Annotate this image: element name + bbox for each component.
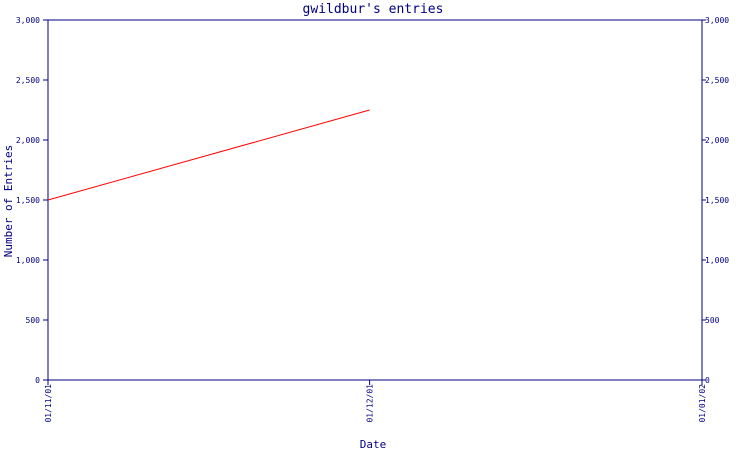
chart-title: gwildbur's entries xyxy=(303,2,444,17)
x-tick-label: 01/01/02 xyxy=(698,384,707,423)
x-axis-label: Date xyxy=(360,438,387,450)
y-tick-label-left: 1,500 xyxy=(16,196,40,205)
y-tick-label-right: 1,000 xyxy=(705,256,729,265)
x-axis: 01/11/01 01/12/01 01/01/02 xyxy=(44,380,707,423)
y-tick-label-left: 2,000 xyxy=(16,136,40,145)
y-tick-label-right: 3,000 xyxy=(705,16,729,25)
series-line xyxy=(47,109,370,201)
plot-area xyxy=(47,19,703,381)
y-tick-label-right: 2,500 xyxy=(705,76,729,85)
y-tick-label-right: 2,000 xyxy=(705,136,729,145)
series-group xyxy=(47,109,370,201)
y-tick-label-left: 0 xyxy=(35,376,40,385)
y-tick-label-right: 1,500 xyxy=(705,196,729,205)
y-tick-label-right: 0 xyxy=(705,376,710,385)
y-tick-label-left: 1,000 xyxy=(16,256,40,265)
y-axis-left: 0 500 1,000 1,500 2,000 2,500 3,000 xyxy=(16,16,48,385)
y-axis-label: Number of Entries xyxy=(2,145,15,258)
x-tick-label: 01/11/01 xyxy=(44,384,53,423)
y-tick-label-right: 500 xyxy=(705,316,720,325)
y-tick-label-left: 500 xyxy=(26,316,41,325)
y-tick-label-left: 2,500 xyxy=(16,76,40,85)
y-axis-right: 0 500 1,000 1,500 2,000 2,500 3,000 xyxy=(702,16,729,385)
x-tick-label: 01/12/01 xyxy=(366,384,375,423)
y-tick-label-left: 3,000 xyxy=(16,16,40,25)
